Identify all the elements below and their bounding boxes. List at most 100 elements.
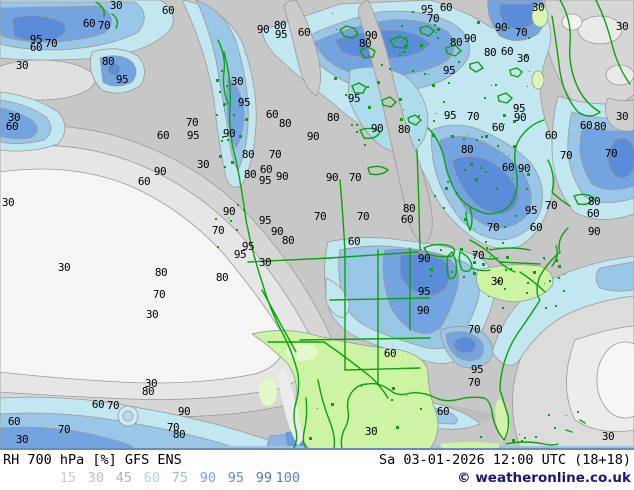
coast-speck — [501, 241, 504, 244]
contour-label: 60 — [436, 404, 450, 418]
coast-speck — [558, 276, 561, 279]
contour-label: 60 — [137, 174, 151, 188]
dry-gray-regions — [0, 0, 634, 450]
map-graphic — [0, 0, 634, 450]
humid-blue-regions — [0, 0, 634, 450]
coast-speck — [434, 194, 437, 197]
valid-time: Sa 03-01-2026 12:00 UTC (18+18) — [379, 452, 631, 468]
coast-speck — [511, 438, 515, 442]
contour-label: 80 — [215, 270, 229, 284]
coast-speck — [375, 427, 377, 429]
coast-speck — [496, 279, 500, 283]
coast-speck — [453, 38, 456, 41]
legend-value-95: 95 — [227, 470, 244, 486]
coast-speck — [549, 279, 552, 282]
contour-label: 80 — [593, 119, 607, 133]
contour-label: 30 — [615, 109, 629, 123]
coast-speck — [403, 51, 406, 54]
coast-speck — [376, 81, 380, 85]
contour-label: 95 — [237, 95, 251, 109]
dry-ridges-over-blue — [283, 0, 433, 245]
contour-label: 60 — [29, 40, 43, 54]
footer-row-2: 15 30 45 60 75 90 95 99 100 © weatheronline.co.u… — [0, 470, 631, 486]
contour-label: 30 — [57, 260, 71, 274]
contour-label: 70 — [604, 146, 618, 160]
contour-label: 80 — [402, 201, 416, 215]
contour-label: 80 — [154, 265, 168, 279]
contour-label: 70 — [106, 398, 120, 412]
coast-speck — [316, 407, 318, 409]
coast-speck — [534, 436, 537, 439]
coast-speck — [481, 262, 485, 266]
coast-speck — [528, 70, 530, 72]
coast-speck — [529, 227, 532, 230]
coast-speck — [401, 41, 403, 43]
coast-speck — [509, 155, 511, 156]
contour-label: 80 — [587, 194, 601, 208]
contour-label: 70 — [426, 11, 440, 25]
coast-speck — [411, 70, 414, 73]
legend-value-100: 100 — [275, 470, 300, 486]
coast-speck — [548, 413, 551, 416]
contour-label: 70 — [185, 115, 199, 129]
coast-speck — [490, 256, 492, 258]
coast-speck — [215, 218, 218, 221]
legend-value-15: 15 — [59, 470, 76, 486]
coast-speck — [226, 85, 229, 88]
coast-speck — [521, 440, 523, 443]
contour-label: 30 — [109, 0, 123, 12]
contour-label: 70 — [211, 223, 225, 237]
coast-speck — [217, 245, 220, 248]
coast-speck — [485, 135, 489, 139]
coast-speck — [451, 134, 455, 138]
legend-value-99: 99 — [255, 470, 272, 486]
coast-speck — [434, 24, 437, 27]
coast-speck — [557, 264, 561, 268]
contour-label: 70 — [559, 148, 573, 162]
contour-label: 70 — [57, 422, 71, 436]
contour-label: 95 — [115, 72, 129, 86]
contour-label: 60 — [491, 120, 505, 134]
contour-label: 90 — [177, 404, 191, 418]
coast-speck — [405, 47, 408, 50]
coast-speck — [457, 260, 459, 262]
coast-speck — [226, 138, 229, 141]
coast-speck — [219, 155, 223, 159]
contour-label: 95 — [258, 173, 272, 187]
contour-label: 80 — [172, 427, 186, 441]
coast-speck — [563, 273, 565, 275]
coast-speck — [493, 223, 496, 226]
contour-label: 70 — [467, 322, 481, 336]
legend-value-45: 45 — [115, 470, 132, 486]
coast-speck — [435, 32, 437, 34]
contour-label: 30 — [258, 255, 272, 269]
coast-speck — [242, 208, 245, 211]
contour-label: 70 — [313, 209, 327, 223]
rh-700hpa-map: 30 60 60 70 90 80 95 60 95 60 70 30 80 95 30 95 30 60 60 80… — [0, 0, 634, 450]
coast-speck — [462, 276, 465, 279]
coast-speck — [356, 130, 359, 133]
contour-label: 90 — [364, 28, 378, 42]
contour-label: 95 — [241, 239, 255, 253]
contour-label: 90 — [463, 31, 477, 45]
coast-speck — [487, 295, 489, 297]
coast-speck — [237, 79, 240, 82]
coast-speck — [476, 193, 478, 195]
contour-label: 60 — [82, 16, 96, 30]
coast-speck — [434, 112, 436, 114]
coast-speck — [474, 228, 476, 230]
coast-speck — [470, 64, 472, 66]
contour-label: 80 — [281, 233, 295, 247]
coast-speck — [380, 64, 383, 67]
coast-speck — [244, 117, 248, 121]
coast-speck — [503, 287, 506, 290]
coast-speck — [504, 268, 507, 271]
rh-color-scale: 15 30 45 60 75 90 95 99 100 — [48, 471, 300, 486]
coast-speck — [229, 220, 232, 223]
coast-speck — [491, 84, 493, 86]
contour-label: 80 — [243, 167, 257, 181]
contour-label: 80 — [326, 110, 340, 124]
contour-label: 95 — [274, 27, 288, 41]
contour-label: 80 — [241, 147, 255, 161]
